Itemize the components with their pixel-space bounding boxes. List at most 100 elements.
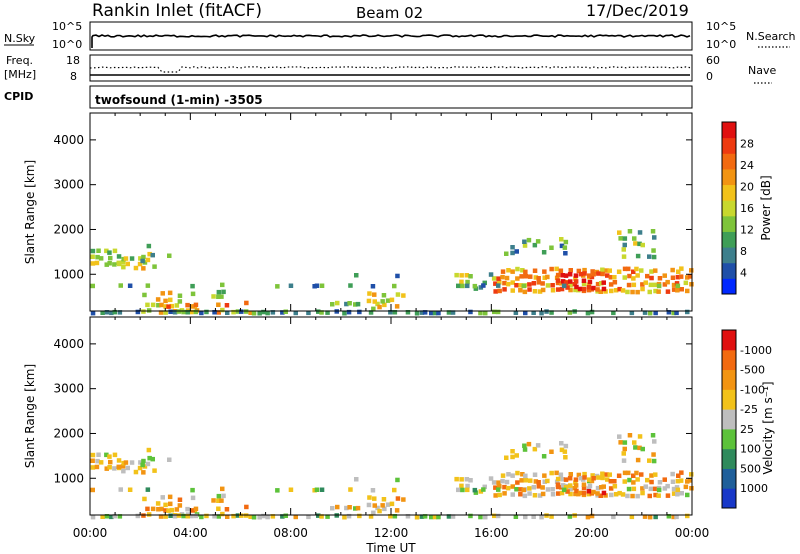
velocity-cell — [683, 484, 689, 490]
power-cell — [647, 289, 652, 295]
power-cell — [635, 253, 641, 259]
power-cell — [177, 299, 183, 304]
velocity-cell — [629, 514, 635, 520]
velocity-cell — [120, 464, 126, 469]
power-cell — [545, 274, 550, 280]
velocity-cell — [550, 492, 556, 497]
power-cell — [370, 284, 376, 289]
velocity-y-tick-label: 4000 — [53, 337, 84, 351]
velocity-cell — [172, 514, 178, 519]
power-cell — [526, 237, 532, 243]
power-cell — [478, 310, 483, 316]
power-cell — [357, 309, 362, 315]
power-cell — [572, 281, 578, 287]
power-cell — [216, 289, 222, 295]
power-cell — [129, 256, 135, 261]
power-cell — [90, 310, 96, 316]
velocity-cell — [90, 458, 95, 463]
power-cell — [630, 289, 635, 295]
power-cell — [537, 289, 543, 294]
power-cell — [510, 280, 515, 285]
power-cell — [555, 272, 561, 278]
power-cell — [496, 283, 501, 288]
velocity-cell — [450, 514, 456, 519]
power-colorbar-swatch — [722, 231, 736, 248]
power-cell — [671, 287, 677, 292]
power-cell — [536, 280, 542, 285]
velocity-cell — [675, 487, 681, 493]
power-cell — [541, 250, 547, 255]
power-cell — [510, 269, 515, 274]
velocity-cell — [657, 480, 663, 485]
power-cell — [627, 229, 633, 234]
power-cell — [372, 299, 377, 304]
power-cell — [639, 268, 644, 273]
velocity-cell — [98, 460, 104, 465]
velocity-cell — [523, 478, 528, 483]
velocity-y-tick-label: 2000 — [53, 426, 84, 440]
velocity-cell — [536, 480, 541, 485]
velocity-colorbar-swatch — [722, 488, 736, 509]
velocity-cell — [603, 493, 608, 498]
power-cell — [556, 287, 561, 292]
power-cell — [540, 281, 545, 286]
velocity-cell — [621, 458, 627, 463]
power-cell — [514, 249, 519, 254]
velocity-cell — [665, 483, 670, 489]
power-cell — [540, 287, 546, 293]
velocity-cell — [576, 472, 582, 478]
power-cell — [152, 264, 157, 269]
time-axis-labels: 00:00 04:00 08:00 12:00 16:00 20:00 00:00 — [73, 526, 710, 540]
power-cell — [167, 290, 173, 296]
power-cell — [550, 283, 555, 288]
velocity-cell — [257, 515, 262, 520]
power-cell — [683, 280, 689, 286]
velocity-cell — [493, 485, 498, 490]
power-cell — [689, 282, 694, 287]
power-cell — [306, 310, 311, 316]
power-cell — [382, 302, 387, 308]
power-cell — [147, 251, 152, 257]
power-cell — [125, 261, 130, 267]
power-y-tick-label: 2000 — [53, 222, 84, 236]
power-cell — [617, 286, 622, 292]
velocity-cell — [689, 486, 694, 491]
power-cell — [521, 283, 526, 289]
power-cell — [574, 284, 579, 290]
power-cell — [98, 256, 104, 261]
power-cell — [515, 266, 520, 272]
velocity-cell — [504, 455, 509, 460]
power-cell — [671, 282, 677, 288]
velocity-cell — [514, 487, 519, 492]
velocity-cell — [640, 490, 645, 496]
power-cell — [211, 294, 216, 299]
power-cell — [118, 283, 123, 288]
velocity-cell — [666, 514, 672, 519]
power-colorbar-swatch — [722, 122, 736, 139]
velocity-cell — [578, 475, 584, 481]
velocity-y-tick-label: 1000 — [53, 471, 84, 485]
velocity-cell — [650, 433, 656, 438]
power-cell — [159, 302, 164, 308]
velocity-cell — [532, 472, 538, 477]
power-cell — [330, 302, 335, 307]
cpid-label: CPID — [4, 90, 33, 103]
power-cell — [625, 289, 630, 295]
velocity-cell — [515, 470, 520, 476]
power-cell — [109, 310, 114, 316]
power-cell — [127, 283, 133, 288]
power-cell — [368, 310, 374, 315]
velocity-cell — [456, 487, 461, 493]
power-cell — [581, 281, 587, 287]
velocity-cell — [514, 453, 519, 458]
power-cell — [355, 301, 361, 307]
velocity-cell — [555, 476, 561, 482]
velocity-cell — [288, 487, 294, 492]
power-cell — [645, 273, 650, 279]
power-cell — [618, 236, 623, 241]
power-cell — [635, 273, 640, 278]
power-cell — [348, 283, 353, 288]
power-cell — [432, 310, 438, 316]
power-cell — [591, 285, 596, 291]
power-cell — [405, 310, 411, 315]
